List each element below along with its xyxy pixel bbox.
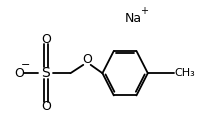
Text: O: O [41, 100, 51, 113]
Text: −: − [21, 60, 30, 70]
Text: S: S [41, 66, 50, 80]
Text: O: O [41, 33, 51, 46]
Text: +: + [140, 6, 148, 16]
Text: O: O [82, 53, 92, 66]
Text: CH₃: CH₃ [175, 68, 195, 78]
Text: Na: Na [125, 12, 142, 24]
Text: O: O [14, 67, 24, 80]
